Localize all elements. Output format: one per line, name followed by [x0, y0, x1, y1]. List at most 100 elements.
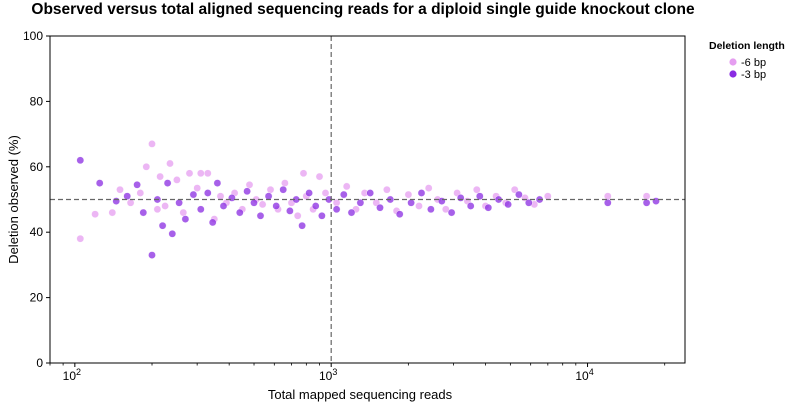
data-point: [158, 221, 167, 230]
y-tick-label: 80: [30, 94, 44, 108]
data-point: [407, 198, 415, 207]
data-point: [153, 205, 162, 214]
y-tick-label: 0: [36, 356, 43, 370]
data-point: [112, 197, 120, 205]
data-point: [219, 202, 228, 210]
data-point: [417, 189, 426, 197]
data-point: [332, 198, 341, 207]
data-point: [404, 190, 413, 199]
data-point: [179, 208, 188, 217]
data-point: [175, 198, 183, 207]
data-point: [173, 176, 181, 184]
data-point: [456, 194, 465, 202]
data-point: [286, 207, 294, 215]
data-point: [475, 192, 484, 200]
data-point: [142, 162, 151, 171]
data-point: [91, 210, 99, 218]
data-point: [356, 198, 365, 207]
data-point: [196, 205, 205, 214]
data-point: [347, 208, 356, 217]
data-point: [161, 202, 169, 210]
data-point: [272, 202, 281, 210]
data-point: [298, 221, 306, 230]
data-point: [466, 202, 475, 210]
chart-title: Observed versus total aligned sequencing…: [31, 1, 695, 18]
data-point: [266, 185, 275, 194]
data-point: [245, 180, 254, 189]
data-point: [332, 205, 341, 214]
data-point: [76, 156, 85, 165]
legend-marker-6bp: [729, 58, 737, 66]
data-point: [136, 189, 145, 197]
data-point: [181, 215, 190, 223]
data-point: [156, 172, 164, 181]
data-point: [203, 189, 212, 197]
data-point: [604, 198, 612, 207]
data-point: [525, 198, 533, 207]
data-point: [510, 185, 519, 194]
x-tick-label: 103: [319, 367, 337, 383]
y-tick-label: 60: [30, 160, 44, 174]
data-point: [504, 200, 512, 209]
data-point: [243, 187, 251, 196]
data-point: [366, 189, 375, 197]
plot-area: [49, 35, 686, 364]
legend-marker-3bp: [729, 70, 737, 78]
data-point: [318, 211, 326, 220]
data-point: [642, 192, 651, 200]
data-point: [441, 205, 450, 214]
data-point: [264, 192, 273, 200]
data-point: [193, 184, 201, 192]
data-point: [235, 208, 244, 217]
data-point: [604, 192, 612, 200]
data-point: [76, 234, 85, 243]
y-tick-label: 20: [30, 291, 44, 305]
y-axis-label: Deletion observed (%): [6, 135, 21, 264]
legend-title: Deletion length: [709, 40, 785, 52]
data-point: [126, 198, 135, 207]
data-point: [642, 198, 651, 207]
data-point: [95, 179, 104, 187]
data-point: [108, 208, 117, 217]
data-point: [166, 159, 174, 168]
data-point: [279, 185, 288, 194]
data-point: [196, 169, 205, 178]
y-tick-label: 40: [30, 225, 44, 239]
legend-label-6bp: -6 bp: [741, 57, 766, 69]
data-point: [437, 197, 446, 205]
data-point: [216, 192, 225, 200]
data-point: [447, 208, 456, 217]
data-point: [163, 179, 172, 187]
x-axis: 102 103 104: [49, 363, 666, 383]
data-point: [139, 208, 148, 217]
data-point: [293, 211, 302, 220]
data-point: [339, 190, 348, 199]
data-point: [256, 211, 265, 220]
data-point: [376, 203, 384, 212]
data-point: [342, 182, 351, 191]
data-point: [281, 179, 289, 187]
data-point: [250, 198, 258, 207]
y-tick-label: 100: [23, 29, 43, 43]
data-point: [116, 185, 124, 194]
data-point: [652, 197, 660, 205]
data-point: [189, 190, 198, 199]
reference-lines: [50, 36, 685, 363]
data-point: [305, 189, 313, 197]
legend-label-3bp: -3 bp: [741, 69, 766, 81]
data-point: [213, 179, 222, 187]
data-point: [148, 251, 156, 259]
data-point: [544, 192, 552, 200]
data-point: [484, 203, 493, 212]
x-axis-label: Total mapped sequencing reads: [268, 387, 453, 402]
data-point: [148, 140, 156, 148]
data-point: [203, 169, 212, 178]
data-point: [123, 192, 131, 200]
data-point: [133, 180, 141, 189]
data-point: [395, 210, 404, 218]
data-point: [311, 202, 320, 210]
data-point: [415, 202, 423, 210]
data-point: [515, 190, 523, 199]
data-point: [427, 205, 435, 214]
